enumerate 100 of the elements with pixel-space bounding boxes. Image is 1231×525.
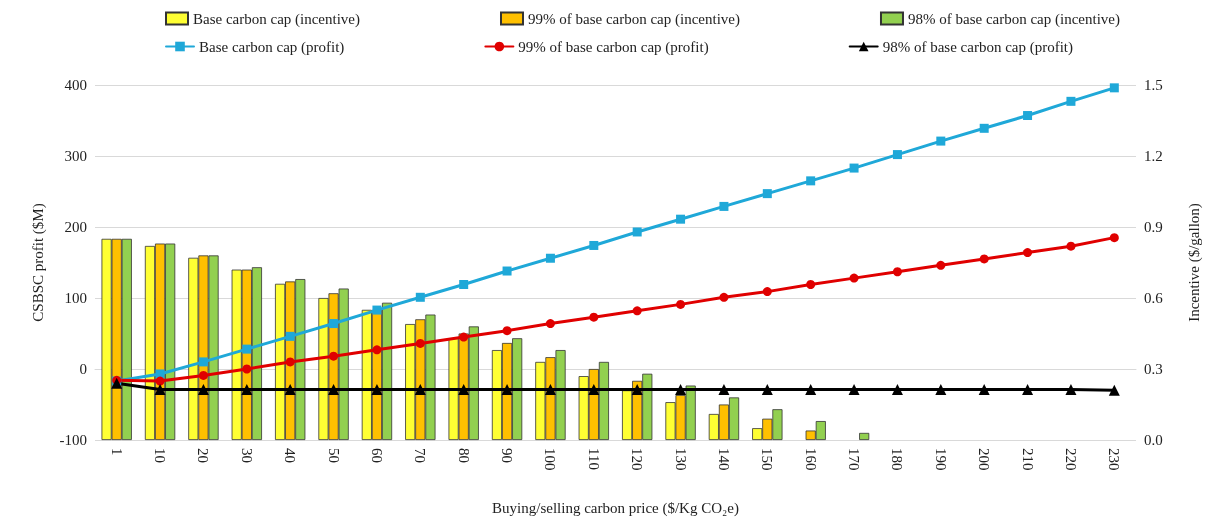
point bbox=[285, 331, 295, 341]
x-tick-label: 140 bbox=[715, 448, 732, 471]
x-tick-label: 180 bbox=[889, 448, 906, 471]
x-tick-label: 30 bbox=[238, 448, 255, 463]
point bbox=[806, 176, 816, 186]
y-axis-title: CSBSC profit ($M) bbox=[29, 203, 47, 322]
point bbox=[892, 150, 902, 160]
point bbox=[849, 273, 859, 283]
point bbox=[1065, 384, 1077, 396]
point bbox=[806, 280, 816, 290]
point bbox=[459, 332, 469, 342]
x-tick-label: 90 bbox=[499, 448, 516, 463]
point bbox=[632, 227, 642, 237]
point bbox=[242, 344, 252, 354]
point bbox=[762, 287, 772, 297]
point bbox=[1066, 96, 1076, 106]
point bbox=[502, 326, 512, 336]
x-tick-label: 10 bbox=[152, 448, 169, 463]
point bbox=[676, 299, 686, 309]
y2-tick-label: 0.6 bbox=[1144, 290, 1164, 306]
y-tick-label: 0 bbox=[79, 361, 87, 377]
point bbox=[197, 384, 209, 396]
legend-label: 99% of base carbon cap (profit) bbox=[518, 38, 709, 56]
x-tick-label: 40 bbox=[282, 448, 299, 463]
point bbox=[502, 266, 512, 276]
legend-label: 99% of base carbon cap (incentive) bbox=[528, 10, 740, 28]
x-tick-label: 110 bbox=[585, 448, 602, 470]
legend-label: Base carbon cap (incentive) bbox=[193, 10, 360, 28]
point bbox=[545, 319, 555, 329]
x-tick-label: 150 bbox=[759, 448, 776, 471]
point bbox=[1108, 384, 1120, 396]
point bbox=[1023, 248, 1033, 258]
point bbox=[372, 305, 382, 315]
x-tick-label: 100 bbox=[542, 448, 559, 471]
point bbox=[675, 384, 687, 396]
x-tick-label: 20 bbox=[195, 448, 212, 463]
point bbox=[588, 384, 600, 396]
point bbox=[719, 201, 729, 211]
point bbox=[198, 357, 208, 367]
y-tick-label: -100 bbox=[59, 432, 87, 448]
point bbox=[1066, 241, 1076, 251]
x-tick-label: 190 bbox=[932, 448, 949, 471]
point bbox=[589, 240, 599, 250]
point bbox=[155, 369, 165, 379]
bar bbox=[859, 432, 870, 440]
y2-tick-label: 0.9 bbox=[1144, 219, 1163, 235]
point bbox=[589, 312, 599, 322]
x-tick-label: 200 bbox=[976, 448, 993, 471]
point bbox=[154, 384, 166, 396]
legend-label: 98% of base carbon cap (incentive) bbox=[907, 10, 1120, 28]
y-tick-label: 300 bbox=[64, 148, 87, 164]
point bbox=[459, 280, 469, 290]
point bbox=[848, 384, 860, 396]
point bbox=[718, 384, 730, 396]
x-tick-label: 170 bbox=[846, 448, 863, 471]
point bbox=[544, 384, 556, 396]
point bbox=[458, 384, 470, 396]
x-tick-label: 220 bbox=[1062, 448, 1079, 471]
point bbox=[892, 267, 902, 277]
point bbox=[849, 163, 859, 173]
point bbox=[979, 254, 989, 264]
point bbox=[935, 384, 947, 396]
y2-tick-label: 0.0 bbox=[1144, 432, 1163, 448]
x-axis-title: Buying/selling carbon price ($/Kg CO₂e) bbox=[492, 499, 739, 517]
point bbox=[1022, 384, 1034, 396]
point bbox=[415, 292, 425, 302]
point bbox=[719, 292, 729, 302]
y-tick-label: 200 bbox=[64, 219, 87, 235]
x-tick-label: 1 bbox=[108, 448, 125, 456]
point bbox=[979, 123, 989, 133]
x-tick-label: 50 bbox=[325, 448, 342, 463]
legend-label: 98% of base carbon cap (profit) bbox=[882, 38, 1074, 56]
x-tick-label: 130 bbox=[672, 448, 689, 471]
y-tick-label: 100 bbox=[64, 290, 87, 306]
point bbox=[372, 345, 382, 355]
point bbox=[198, 370, 208, 380]
y2-axis-title: Incentive ($/gallon) bbox=[1185, 203, 1203, 322]
point bbox=[414, 384, 426, 396]
x-tick-label: 60 bbox=[368, 448, 385, 463]
point bbox=[1109, 233, 1119, 243]
point bbox=[936, 260, 946, 270]
x-tick-label: 80 bbox=[455, 448, 472, 463]
point bbox=[676, 214, 686, 224]
point bbox=[936, 136, 946, 146]
point bbox=[1023, 111, 1033, 121]
x-tick-label: 230 bbox=[1106, 448, 1123, 471]
x-tick-label: 160 bbox=[802, 448, 819, 471]
point bbox=[891, 384, 903, 396]
point bbox=[545, 253, 555, 263]
point bbox=[415, 338, 425, 348]
point bbox=[501, 384, 513, 396]
point bbox=[328, 384, 340, 396]
point bbox=[1109, 83, 1119, 93]
point bbox=[242, 364, 252, 374]
point bbox=[241, 384, 253, 396]
point bbox=[762, 189, 772, 199]
point bbox=[761, 384, 773, 396]
point bbox=[631, 384, 643, 396]
y2-tick-label: 1.5 bbox=[1144, 77, 1163, 93]
point bbox=[329, 351, 339, 361]
